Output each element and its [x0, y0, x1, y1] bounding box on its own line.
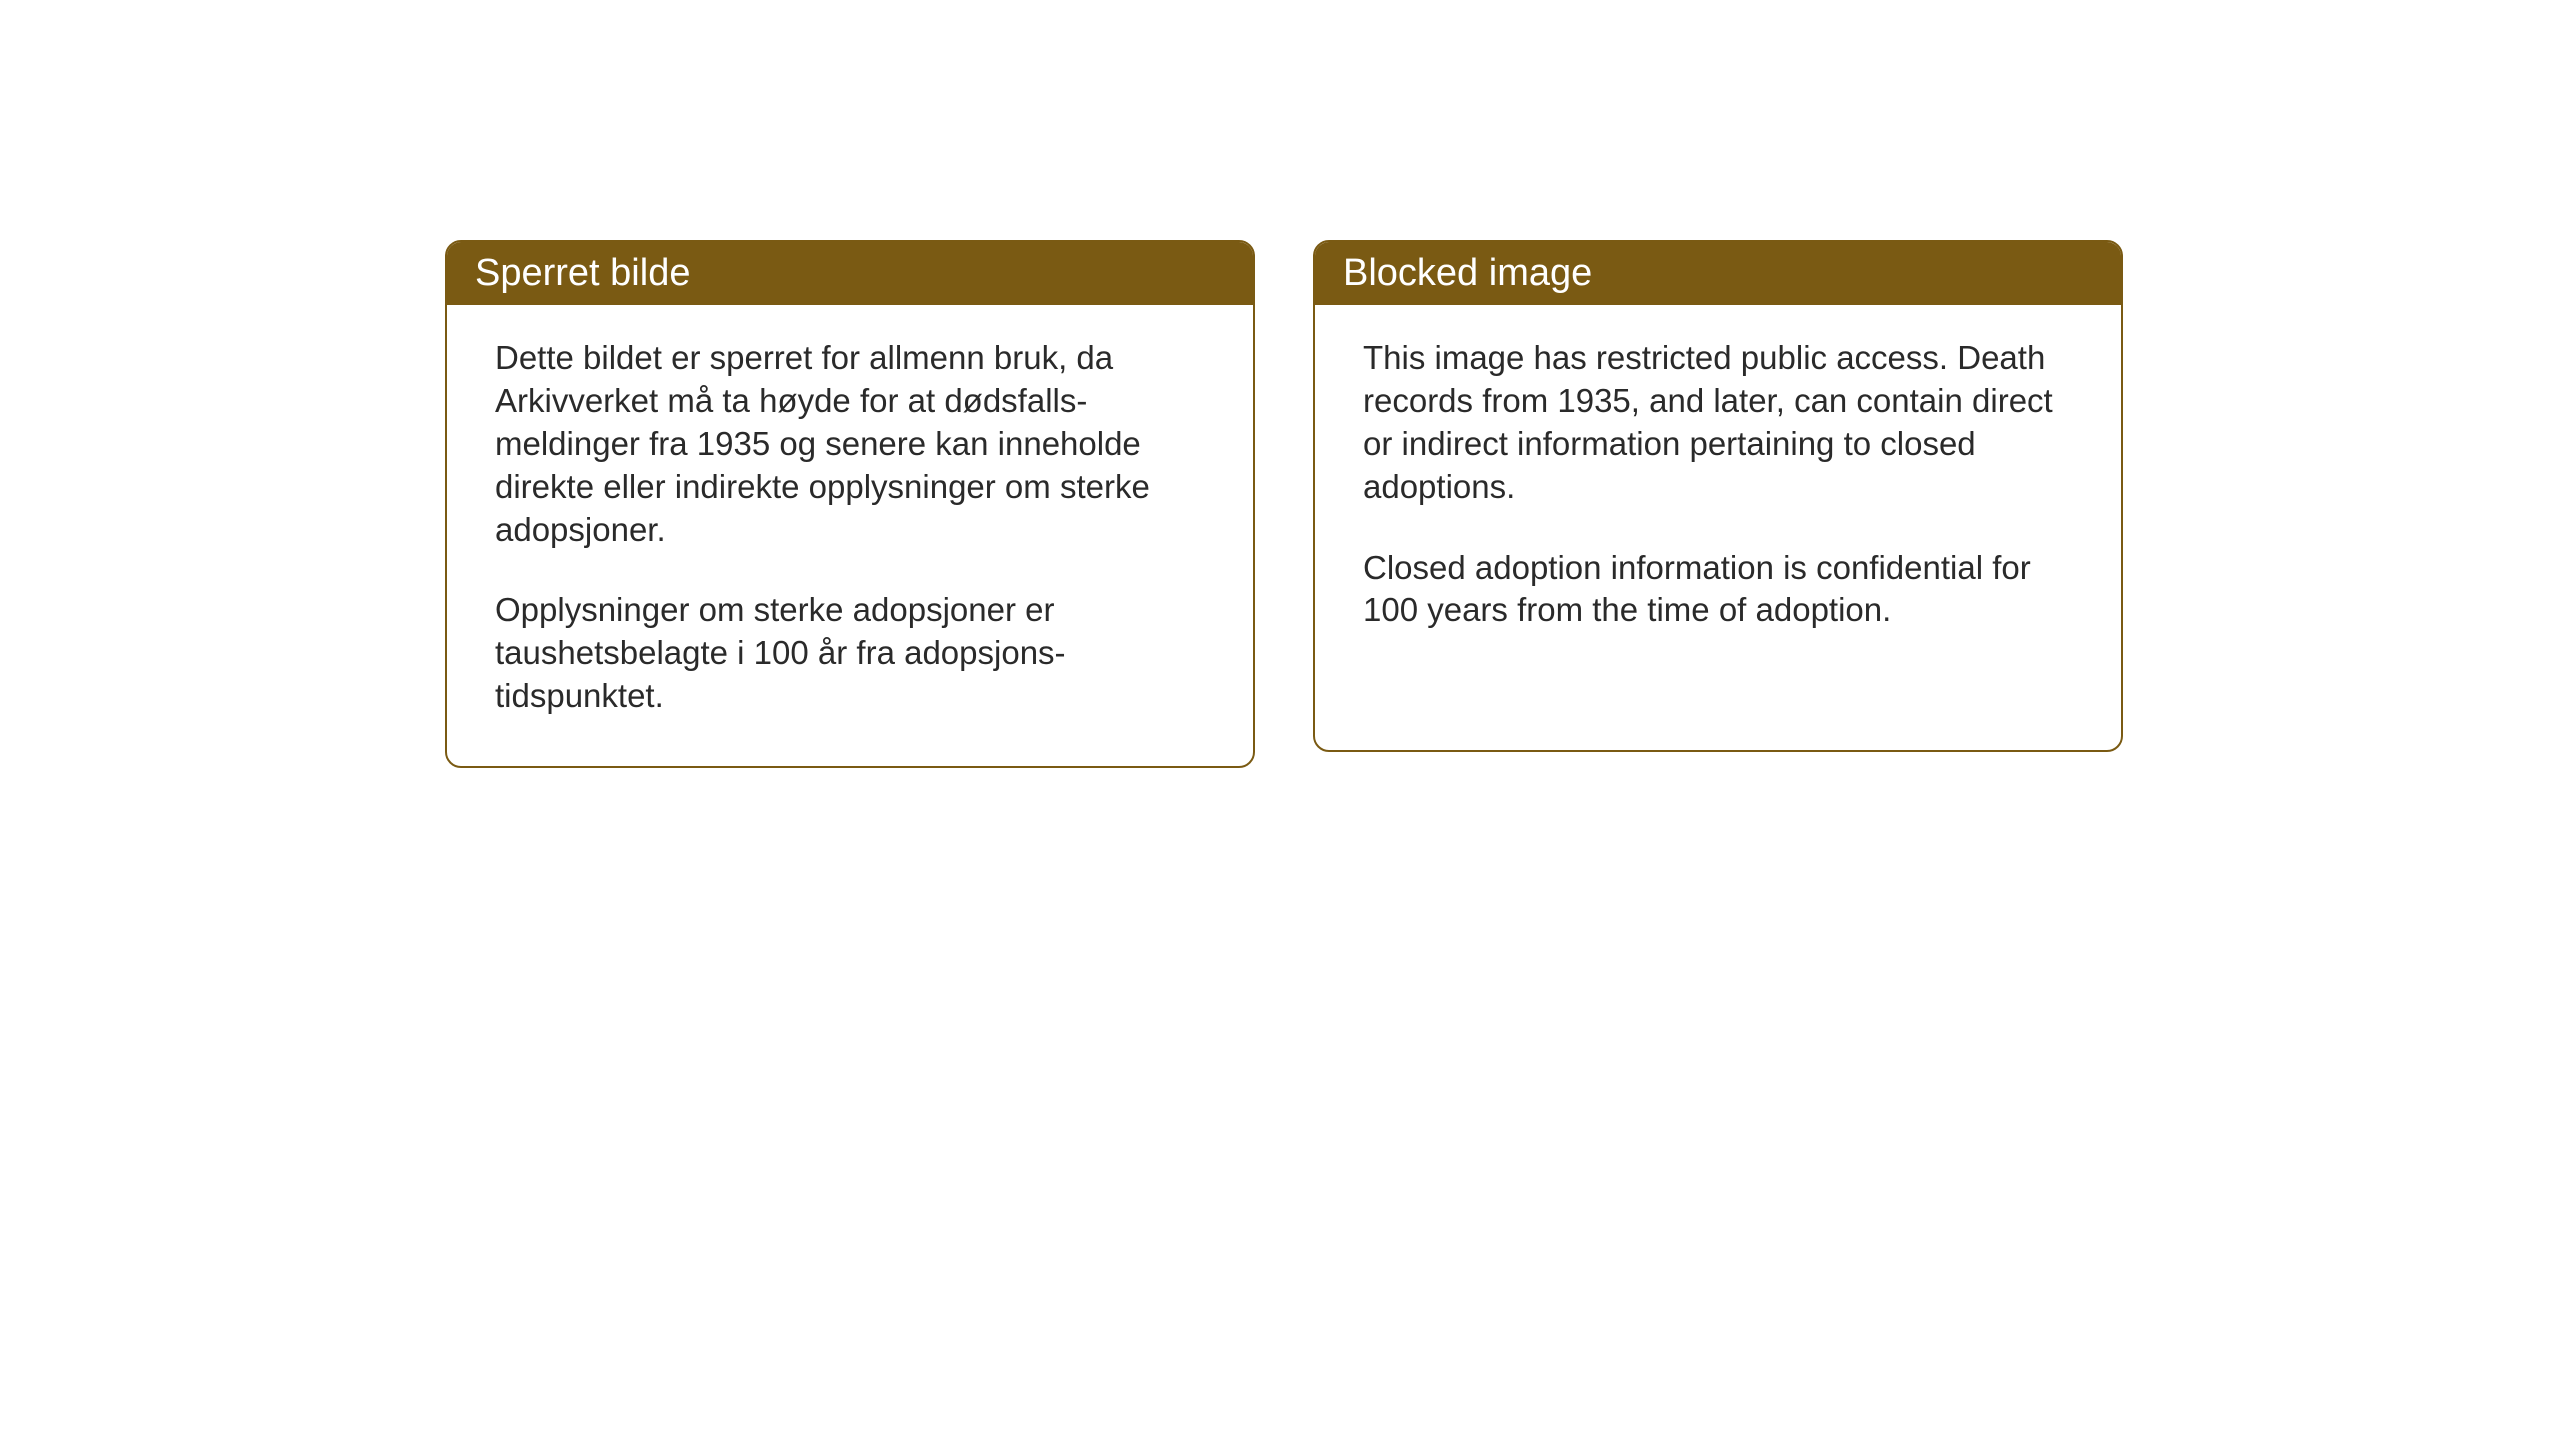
card-body-norwegian: Dette bildet er sperret for allmenn bruk… [447, 305, 1253, 766]
card-header-english: Blocked image [1315, 242, 2121, 305]
notice-card-norwegian: Sperret bilde Dette bildet er sperret fo… [445, 240, 1255, 768]
card-title-english: Blocked image [1343, 252, 1592, 294]
card-paragraph-1-norwegian: Dette bildet er sperret for allmenn bruk… [495, 337, 1205, 551]
card-paragraph-2-norwegian: Opplysninger om sterke adopsjoner er tau… [495, 589, 1205, 718]
card-paragraph-2-english: Closed adoption information is confident… [1363, 547, 2073, 633]
card-body-english: This image has restricted public access.… [1315, 305, 2121, 680]
notice-container: Sperret bilde Dette bildet er sperret fo… [445, 240, 2123, 768]
notice-card-english: Blocked image This image has restricted … [1313, 240, 2123, 752]
card-paragraph-1-english: This image has restricted public access.… [1363, 337, 2073, 509]
card-header-norwegian: Sperret bilde [447, 242, 1253, 305]
card-title-norwegian: Sperret bilde [475, 252, 690, 294]
